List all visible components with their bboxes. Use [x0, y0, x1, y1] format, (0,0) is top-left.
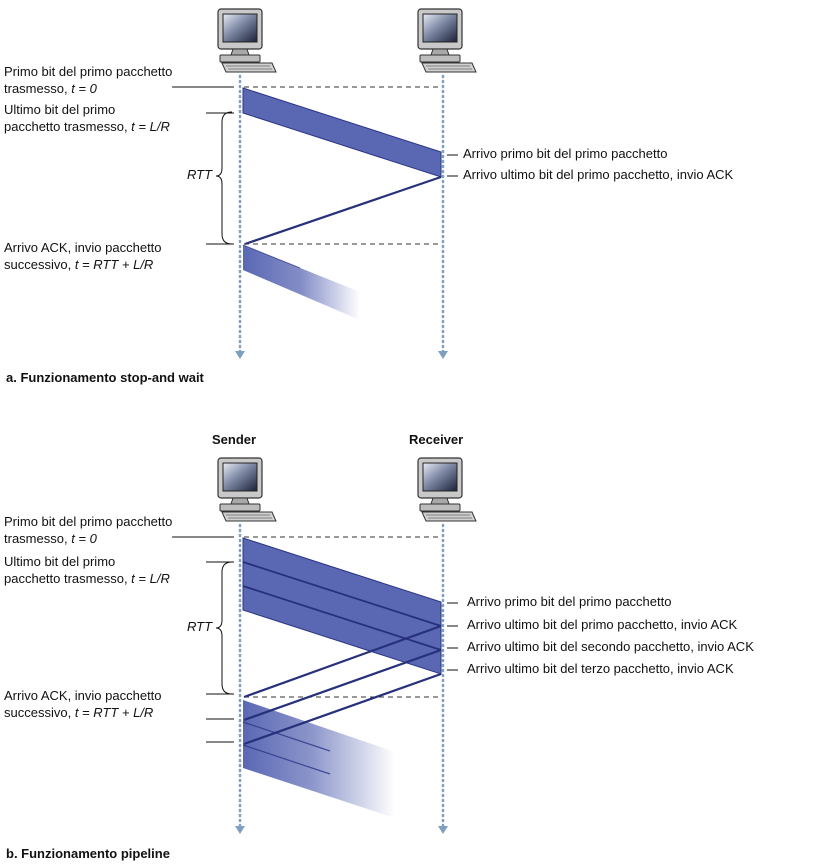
label-ack-b-line1: Arrivo ACK, invio pacchetto — [4, 688, 162, 703]
label-ack: Arrivo ACK, invio pacchetto successivo, … — [4, 239, 162, 273]
label-first-bit-b-line2: trasmesso, t = 0 — [4, 530, 172, 547]
receiver-computer-icon-b — [417, 457, 477, 522]
label-ack-line2: successivo, t = RTT + L/R — [4, 256, 162, 273]
receiver-timeline-arrow-b — [438, 826, 448, 834]
sender-timeline-arrow — [235, 351, 245, 359]
label-last-bit-b: Ultimo bit del primo pacchetto trasmesso… — [4, 553, 170, 587]
sender-header: Sender — [212, 432, 257, 447]
label-first-bit: Primo bit del primo pacchetto trasmesso,… — [4, 63, 172, 97]
label-last-bit-prefix: pacchetto trasmesso, — [4, 119, 132, 134]
label-last-bit-line1: Ultimo bit del primo — [4, 102, 116, 117]
next-packet-divider-2 — [242, 744, 331, 775]
packets-band — [242, 537, 442, 675]
right-label-0: Arrivo primo bit del primo pacchetto — [463, 146, 668, 161]
receiver-computer-icon — [417, 8, 477, 73]
label-first-bit-prefix: trasmesso, — [4, 81, 72, 96]
ack-line-1 — [243, 624, 442, 699]
label-last-bit-line2: pacchetto trasmesso, t = L/R — [4, 118, 170, 135]
sender-computer-icon-b — [217, 457, 277, 522]
caption-b: b. Funzionamento pipeline — [6, 846, 170, 861]
label-first-bit-formula: t = 0 — [71, 81, 97, 96]
label-last-bit-b-line1: Ultimo bit del primo — [4, 554, 116, 569]
label-last-bit-b-formula: t = L/R — [131, 571, 170, 586]
sender-timeline-arrow-b — [235, 826, 245, 834]
packet-divider-2 — [242, 585, 442, 651]
label-first-bit-b-formula: t = 0 — [71, 531, 97, 546]
label-last-bit-b-prefix: pacchetto trasmesso, — [4, 571, 132, 586]
label-ack-prefix: successivo, — [4, 257, 75, 272]
label-first-bit-b-prefix: trasmesso, — [4, 531, 72, 546]
label-first-bit-line1: Primo bit del primo pacchetto — [4, 64, 173, 79]
rtt-brace — [215, 111, 233, 245]
next-packets-band — [243, 700, 395, 818]
next-packet-divider-1 — [242, 721, 331, 752]
packet-band — [242, 87, 442, 178]
ack-line-3 — [243, 672, 442, 746]
rtt-label: RTT — [187, 167, 213, 182]
label-first-bit-line2: trasmesso, t = 0 — [4, 80, 172, 97]
label-last-bit: Ultimo bit del primo pacchetto trasmesso… — [4, 101, 170, 135]
diagram-a — [172, 8, 477, 359]
label-ack-b-line2: successivo, t = RTT + L/R — [4, 704, 162, 721]
label-first-bit-b: Primo bit del primo pacchetto trasmesso,… — [4, 513, 172, 547]
next-packet-band — [243, 245, 360, 320]
ack-line-2 — [243, 648, 442, 722]
right-label-b-0: Arrivo primo bit del primo pacchetto — [467, 594, 672, 609]
ack-line — [244, 175, 442, 246]
caption-a: a. Funzionamento stop-and wait — [6, 370, 204, 385]
label-ack-line1: Arrivo ACK, invio pacchetto — [4, 240, 162, 255]
label-ack-b-prefix: successivo, — [4, 705, 75, 720]
label-first-bit-b-line1: Primo bit del primo pacchetto — [4, 514, 173, 529]
next-packet-edge — [242, 244, 301, 269]
rtt-brace-b — [215, 561, 233, 695]
receiver-header: Receiver — [409, 432, 464, 447]
right-label-1: Arrivo ultimo bit del primo pacchetto, i… — [463, 167, 734, 182]
label-last-bit-b-line2: pacchetto trasmesso, t = L/R — [4, 570, 170, 587]
right-label-b-3: Arrivo ultimo bit del terzo pacchetto, i… — [467, 661, 734, 676]
label-last-bit-formula: t = L/R — [131, 119, 170, 134]
rtt-label-b: RTT — [187, 619, 213, 634]
right-label-b-1: Arrivo ultimo bit del primo pacchetto, i… — [467, 617, 738, 632]
label-ack-b-formula: t = RTT + L/R — [74, 705, 154, 720]
right-label-b-2: Arrivo ultimo bit del secondo pacchetto,… — [467, 639, 754, 654]
label-ack-b: Arrivo ACK, invio pacchetto successivo, … — [4, 687, 162, 721]
packet-divider-1 — [242, 561, 442, 627]
receiver-timeline-arrow — [438, 351, 448, 359]
sender-computer-icon — [217, 8, 277, 73]
diagram-b — [172, 457, 477, 834]
label-ack-formula: t = RTT + L/R — [74, 257, 154, 272]
